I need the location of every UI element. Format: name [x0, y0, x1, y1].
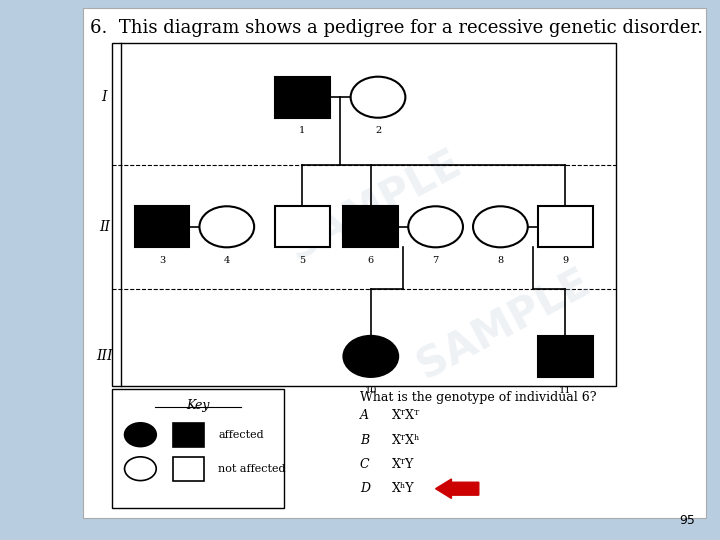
Text: 5: 5 [300, 256, 305, 265]
Text: XᵀXᵀ: XᵀXᵀ [392, 409, 420, 422]
Bar [173, 423, 204, 447]
Bar [538, 206, 593, 247]
FancyArrow shape [436, 479, 479, 498]
Text: 3: 3 [159, 256, 165, 265]
Text: XʰY: XʰY [392, 482, 415, 495]
Ellipse shape [125, 423, 156, 447]
Ellipse shape [125, 457, 156, 481]
Text: II: II [99, 220, 110, 234]
Bar [538, 336, 593, 377]
Text: D: D [360, 482, 370, 495]
Text: 6.  This diagram shows a pedigree for a recessive genetic disorder.: 6. This diagram shows a pedigree for a r… [90, 19, 703, 37]
Text: Key: Key [186, 399, 210, 411]
FancyBboxPatch shape [112, 389, 284, 508]
Text: 11: 11 [559, 386, 572, 395]
Text: 7: 7 [433, 256, 438, 265]
Text: 2: 2 [375, 126, 381, 136]
Text: 10: 10 [364, 386, 377, 395]
Ellipse shape [473, 206, 528, 247]
Text: not affected: not affected [218, 464, 286, 474]
Bar [343, 206, 398, 247]
Text: 9: 9 [562, 256, 568, 265]
Text: B: B [360, 434, 369, 447]
Text: 8: 8 [498, 256, 503, 265]
Ellipse shape [351, 77, 405, 118]
Bar [275, 77, 330, 118]
Text: I: I [102, 90, 107, 104]
Ellipse shape [408, 206, 463, 247]
Bar [173, 457, 204, 481]
Text: C: C [360, 458, 369, 471]
Text: affected: affected [218, 430, 264, 440]
Text: III: III [96, 349, 112, 363]
Bar [275, 206, 330, 247]
Text: 4: 4 [224, 256, 230, 265]
Text: SAMPLE: SAMPLE [281, 142, 468, 268]
Text: XᵀXʰ: XᵀXʰ [392, 434, 421, 447]
Text: 95: 95 [679, 514, 695, 526]
FancyBboxPatch shape [112, 43, 616, 386]
Text: XᵀY: XᵀY [392, 458, 415, 471]
Text: 6: 6 [368, 256, 374, 265]
Text: SAMPLE: SAMPLE [410, 261, 598, 387]
Text: 1: 1 [300, 126, 305, 136]
FancyBboxPatch shape [83, 8, 706, 518]
Bar [135, 206, 189, 247]
Text: What is the genotype of individual 6?: What is the genotype of individual 6? [360, 392, 596, 404]
Ellipse shape [199, 206, 254, 247]
Text: A: A [360, 409, 369, 422]
Ellipse shape [343, 336, 398, 377]
